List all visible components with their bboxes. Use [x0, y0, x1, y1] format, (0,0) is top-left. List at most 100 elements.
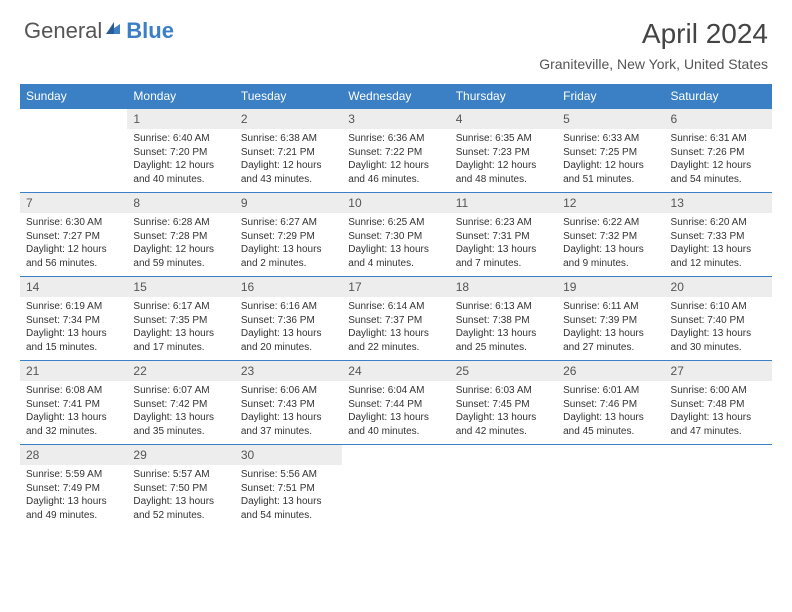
day-details: Sunrise: 6:03 AMSunset: 7:45 PMDaylight:… [450, 381, 557, 444]
day-details: Sunrise: 6:23 AMSunset: 7:31 PMDaylight:… [450, 213, 557, 276]
day-body-cell [557, 465, 664, 528]
day-body-cell: Sunrise: 6:27 AMSunset: 7:29 PMDaylight:… [235, 213, 342, 277]
day-number-cell: 2 [235, 109, 342, 130]
day-number-cell: 13 [665, 193, 772, 214]
day-details: Sunrise: 6:13 AMSunset: 7:38 PMDaylight:… [450, 297, 557, 360]
day-header: Sunday [20, 84, 127, 109]
day-number-cell: 4 [450, 109, 557, 130]
day-number-cell: 18 [450, 277, 557, 298]
logo: General Blue [24, 18, 174, 44]
day-details: Sunrise: 5:56 AMSunset: 7:51 PMDaylight:… [235, 465, 342, 528]
day-body-cell: Sunrise: 6:03 AMSunset: 7:45 PMDaylight:… [450, 381, 557, 445]
day-number-cell: 25 [450, 361, 557, 382]
day-number-cell: 16 [235, 277, 342, 298]
day-body-cell: Sunrise: 6:07 AMSunset: 7:42 PMDaylight:… [127, 381, 234, 445]
logo-mark-icon [106, 20, 124, 43]
day-number-cell: 30 [235, 445, 342, 466]
day-number-cell: 19 [557, 277, 664, 298]
day-number-cell: 9 [235, 193, 342, 214]
calendar-head: SundayMondayTuesdayWednesdayThursdayFrid… [20, 84, 772, 109]
day-body-cell: Sunrise: 5:59 AMSunset: 7:49 PMDaylight:… [20, 465, 127, 528]
day-details: Sunrise: 6:20 AMSunset: 7:33 PMDaylight:… [665, 213, 772, 276]
day-number-cell: 23 [235, 361, 342, 382]
day-body-cell [450, 465, 557, 528]
day-details: Sunrise: 6:07 AMSunset: 7:42 PMDaylight:… [127, 381, 234, 444]
day-details: Sunrise: 6:08 AMSunset: 7:41 PMDaylight:… [20, 381, 127, 444]
day-details: Sunrise: 6:36 AMSunset: 7:22 PMDaylight:… [342, 129, 449, 192]
day-details: Sunrise: 6:33 AMSunset: 7:25 PMDaylight:… [557, 129, 664, 192]
calendar-body: 12 3456 Sunrise: 6:40 AMSunset: 7:20 PMDay… [20, 109, 772, 529]
day-details: Sunrise: 6:16 AMSunset: 7:36 PMDaylight:… [235, 297, 342, 360]
title-block: April 2024 Graniteville, New York, Unite… [539, 18, 768, 72]
day-number-cell: 15 [127, 277, 234, 298]
day-number-cell: 10 [342, 193, 449, 214]
day-body-cell [665, 465, 772, 528]
day-body-cell: Sunrise: 5:56 AMSunset: 7:51 PMDaylight:… [235, 465, 342, 528]
day-number-cell: 7 [20, 193, 127, 214]
logo-text-blue: Blue [126, 18, 174, 44]
day-body-cell: Sunrise: 5:57 AMSunset: 7:50 PMDaylight:… [127, 465, 234, 528]
day-body-cell: Sunrise: 6:00 AMSunset: 7:48 PMDaylight:… [665, 381, 772, 445]
day-number-cell: 12 [557, 193, 664, 214]
day-header: Monday [127, 84, 234, 109]
day-number-cell: 26 [557, 361, 664, 382]
day-body-cell: Sunrise: 6:11 AMSunset: 7:39 PMDaylight:… [557, 297, 664, 361]
day-number-cell: 6 [665, 109, 772, 130]
day-body-cell: Sunrise: 6:06 AMSunset: 7:43 PMDaylight:… [235, 381, 342, 445]
day-number-cell: 21 [20, 361, 127, 382]
day-number-cell: 14 [20, 277, 127, 298]
day-body-cell: Sunrise: 6:14 AMSunset: 7:37 PMDaylight:… [342, 297, 449, 361]
day-header: Thursday [450, 84, 557, 109]
calendar-table: SundayMondayTuesdayWednesdayThursdayFrid… [20, 84, 772, 528]
day-body-cell: Sunrise: 6:30 AMSunset: 7:27 PMDaylight:… [20, 213, 127, 277]
day-number-cell: 28 [20, 445, 127, 466]
logo-text-general: General [24, 18, 102, 44]
day-body-cell [342, 465, 449, 528]
day-body-cell: Sunrise: 6:33 AMSunset: 7:25 PMDaylight:… [557, 129, 664, 193]
day-details: Sunrise: 6:31 AMSunset: 7:26 PMDaylight:… [665, 129, 772, 192]
day-number-cell: 11 [450, 193, 557, 214]
day-body-cell: Sunrise: 6:31 AMSunset: 7:26 PMDaylight:… [665, 129, 772, 193]
day-header: Tuesday [235, 84, 342, 109]
day-details: Sunrise: 6:04 AMSunset: 7:44 PMDaylight:… [342, 381, 449, 444]
day-body-cell: Sunrise: 6:20 AMSunset: 7:33 PMDaylight:… [665, 213, 772, 277]
day-details: Sunrise: 5:59 AMSunset: 7:49 PMDaylight:… [20, 465, 127, 528]
day-body-cell: Sunrise: 6:40 AMSunset: 7:20 PMDaylight:… [127, 129, 234, 193]
day-details: Sunrise: 6:19 AMSunset: 7:34 PMDaylight:… [20, 297, 127, 360]
day-number-cell [665, 445, 772, 466]
day-details: Sunrise: 6:27 AMSunset: 7:29 PMDaylight:… [235, 213, 342, 276]
day-body-cell: Sunrise: 6:28 AMSunset: 7:28 PMDaylight:… [127, 213, 234, 277]
day-number-cell [450, 445, 557, 466]
day-details: Sunrise: 6:00 AMSunset: 7:48 PMDaylight:… [665, 381, 772, 444]
day-details: Sunrise: 6:40 AMSunset: 7:20 PMDaylight:… [127, 129, 234, 192]
day-number-cell: 8 [127, 193, 234, 214]
day-body-cell: Sunrise: 6:13 AMSunset: 7:38 PMDaylight:… [450, 297, 557, 361]
header: General Blue April 2024 Graniteville, Ne… [0, 0, 792, 80]
day-header: Saturday [665, 84, 772, 109]
day-details: Sunrise: 6:01 AMSunset: 7:46 PMDaylight:… [557, 381, 664, 444]
day-number-cell [557, 445, 664, 466]
day-details: Sunrise: 6:06 AMSunset: 7:43 PMDaylight:… [235, 381, 342, 444]
page-title: April 2024 [539, 18, 768, 50]
day-body-cell: Sunrise: 6:01 AMSunset: 7:46 PMDaylight:… [557, 381, 664, 445]
day-number-cell: 3 [342, 109, 449, 130]
day-body-cell: Sunrise: 6:35 AMSunset: 7:23 PMDaylight:… [450, 129, 557, 193]
day-body-cell [20, 129, 127, 193]
day-number-cell: 29 [127, 445, 234, 466]
day-number-cell: 27 [665, 361, 772, 382]
day-details: Sunrise: 6:35 AMSunset: 7:23 PMDaylight:… [450, 129, 557, 192]
day-header: Friday [557, 84, 664, 109]
day-number-cell: 17 [342, 277, 449, 298]
day-body-cell: Sunrise: 6:36 AMSunset: 7:22 PMDaylight:… [342, 129, 449, 193]
day-number-cell: 22 [127, 361, 234, 382]
day-details: Sunrise: 6:28 AMSunset: 7:28 PMDaylight:… [127, 213, 234, 276]
day-body-cell: Sunrise: 6:08 AMSunset: 7:41 PMDaylight:… [20, 381, 127, 445]
day-details: Sunrise: 6:38 AMSunset: 7:21 PMDaylight:… [235, 129, 342, 192]
day-body-cell: Sunrise: 6:04 AMSunset: 7:44 PMDaylight:… [342, 381, 449, 445]
day-body-cell: Sunrise: 6:16 AMSunset: 7:36 PMDaylight:… [235, 297, 342, 361]
day-body-cell: Sunrise: 6:19 AMSunset: 7:34 PMDaylight:… [20, 297, 127, 361]
day-number-cell: 20 [665, 277, 772, 298]
day-number-cell [20, 109, 127, 130]
day-number-cell: 5 [557, 109, 664, 130]
day-details: Sunrise: 6:11 AMSunset: 7:39 PMDaylight:… [557, 297, 664, 360]
